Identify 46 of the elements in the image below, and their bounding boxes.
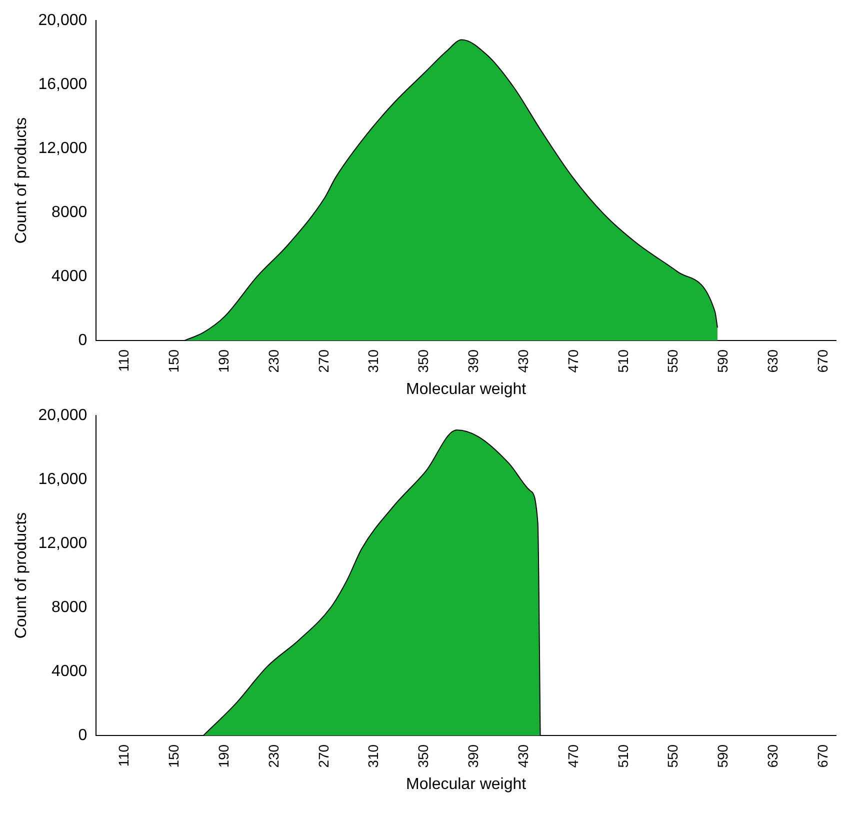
y-tick-label: 16,000 [38, 76, 88, 93]
x-tick-label: 630 [764, 349, 780, 373]
x-tick-label: 470 [564, 349, 581, 373]
y-axis-title: Count of products [13, 512, 30, 639]
y-axis-title: Count of products [13, 117, 30, 244]
x-tick-label: 430 [514, 744, 531, 768]
x-tick-label: 230 [265, 744, 282, 768]
x-tick-label: 590 [714, 744, 731, 768]
x-tick-label: 670 [814, 744, 830, 768]
x-tick-label: 390 [465, 744, 482, 768]
y-tick-label: 20,000 [38, 407, 88, 424]
y-tick-label: 4000 [52, 662, 88, 680]
x-tick-label: 630 [764, 744, 780, 768]
x-tick-label: 430 [514, 349, 531, 373]
x-tick-label: 230 [265, 349, 282, 373]
y-tick-label: 0 [78, 332, 88, 349]
x-tick-label: 190 [216, 349, 232, 373]
x-tick-label: 550 [664, 349, 681, 373]
x-tick-label: 110 [116, 744, 132, 767]
x-axis-title: Molecular weight [406, 776, 527, 793]
x-tick-label: 470 [564, 744, 581, 768]
x-tick-label: 190 [216, 744, 232, 768]
x-tick-label: 510 [614, 349, 631, 373]
x-tick-label: 590 [714, 349, 731, 373]
x-tick-label: 150 [166, 349, 182, 373]
x-tick-label: 510 [614, 744, 631, 768]
x-tick-label: 110 [116, 349, 132, 372]
y-tick-label: 0 [78, 726, 88, 744]
y-tick-label: 4000 [52, 268, 88, 285]
x-tick-label: 310 [365, 744, 382, 768]
y-tick-label: 16,000 [38, 470, 88, 488]
x-tick-label: 670 [814, 349, 830, 373]
x-tick-label: 310 [365, 349, 382, 373]
x-axis-title: Molecular weight [406, 380, 527, 398]
x-tick-label: 270 [315, 349, 332, 373]
x-tick-label: 150 [166, 744, 182, 768]
y-tick-label: 8000 [52, 598, 88, 616]
y-tick-label: 20,000 [38, 12, 88, 30]
x-tick-label: 350 [415, 744, 432, 768]
y-tick-label: 12,000 [38, 140, 88, 157]
x-tick-label: 390 [465, 349, 482, 373]
y-tick-label: 12,000 [38, 534, 88, 552]
x-tick-label: 350 [415, 349, 432, 373]
y-tick-label: 8000 [52, 204, 88, 221]
x-tick-label: 270 [315, 744, 332, 768]
x-tick-label: 550 [664, 744, 681, 768]
